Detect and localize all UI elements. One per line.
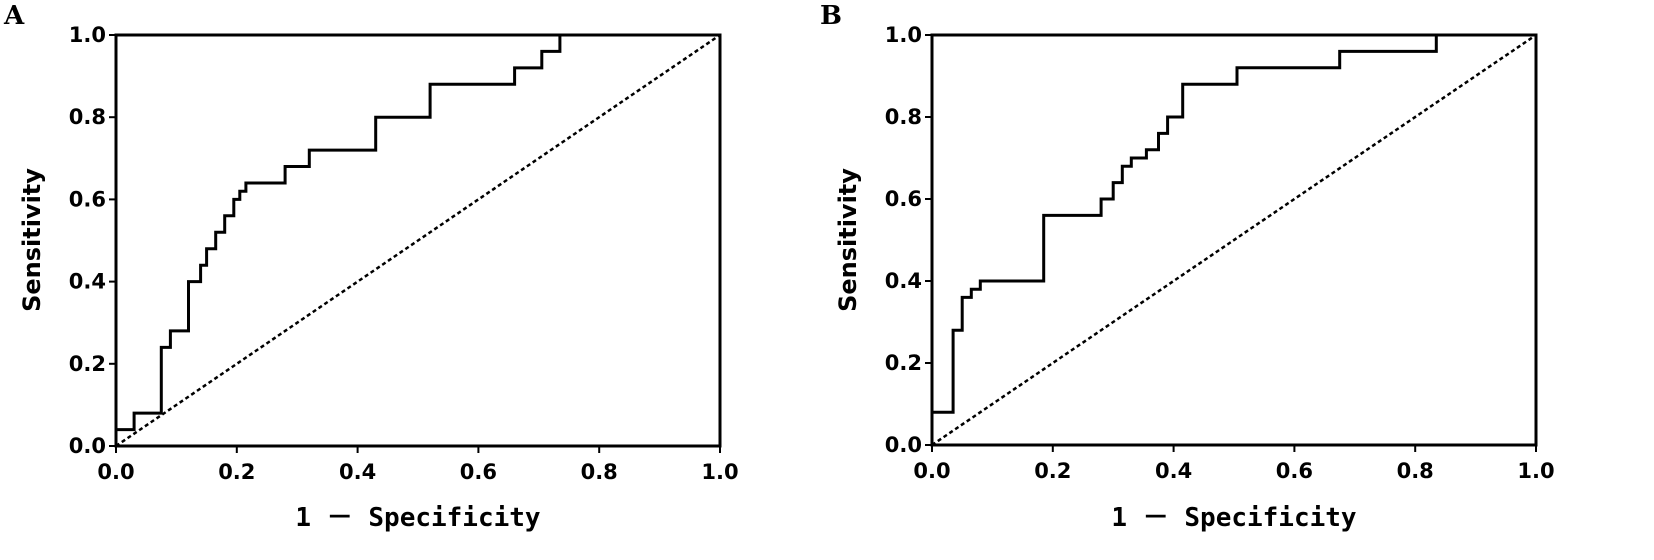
x-tick-label-a-4: 0.8 [581,460,618,484]
y-tick-label-a-5: 1.0 [69,23,106,47]
y-tick-label-a-4: 0.8 [69,105,106,129]
ticks-b [925,34,1537,452]
x-axis-title-a: 1 － Specificity [295,503,540,533]
y-tick-label-a-0: 0.0 [69,434,106,458]
x-tick-label-b-3: 0.6 [1276,459,1313,483]
plot-frame-b [930,33,1538,447]
y-axis-title-b: Sensitivity [834,168,862,312]
y-tick-labels-b: 0.0 0.2 0.4 0.6 0.8 1.0 [885,23,922,457]
roc-curve-a [116,33,720,432]
panel-b: B 0.0 0.2 0.4 0.6 0.8 1.0 0.00.20.40.60.81.0 … [820,1,1555,533]
x-tick-label-b-1: 0.2 [1034,459,1071,483]
x-tick-label-a-5: 1.0 [701,460,738,484]
x-tick-label-b-4: 0.8 [1397,459,1434,483]
y-tick-label-a-2: 0.4 [69,270,106,294]
x-tick-label-a-2: 0.4 [339,460,376,484]
x-tick-label-b-2: 0.4 [1155,459,1192,483]
y-tick-label-b-4: 0.8 [885,105,922,129]
roc-curve-b [930,33,1536,445]
x-tick-label-b-0: 0.0 [913,459,950,483]
panel-label-b: B [820,1,842,31]
x-tick-label-b-5: 1.0 [1517,459,1554,483]
panel-label-a: A [3,1,25,31]
x-tick-label-a-3: 0.6 [460,460,497,484]
y-tick-label-a-1: 0.2 [69,352,106,376]
y-tick-label-b-0: 0.0 [885,433,922,457]
reference-diagonal-b [931,33,1537,447]
y-tick-label-a-3: 0.6 [69,187,106,211]
reference-diagonal-a [115,33,721,448]
x-tick-labels-b: 0.0 0.2 0.4 0.6 0.8 1.0 [913,459,1554,483]
x-tick-label-a-1: 0.2 [218,460,255,484]
y-tick-label-b-1: 0.2 [885,351,922,375]
x-tick-label-a-0: 0.0 [97,460,134,484]
ticks-a [109,34,721,453]
x-axis-title-b: 1 － Specificity [1111,503,1356,533]
y-tick-label-b-2: 0.4 [885,269,922,293]
y-axis-title-a: Sensitivity [18,168,46,312]
panel-a: A 0.0 0.2 0.4 0.6 0.8 1.0 0.00.20.40.60.81.0 … [3,1,739,533]
y-tick-labels-a: 0.0 0.2 0.4 0.6 0.8 1.0 [69,23,106,458]
plot-frame-a [114,33,722,448]
y-tick-label-b-3: 0.6 [885,187,922,211]
y-tick-label-b-5: 1.0 [885,23,922,47]
x-tick-labels-a: 0.0 0.2 0.4 0.6 0.8 1.0 [97,460,738,484]
